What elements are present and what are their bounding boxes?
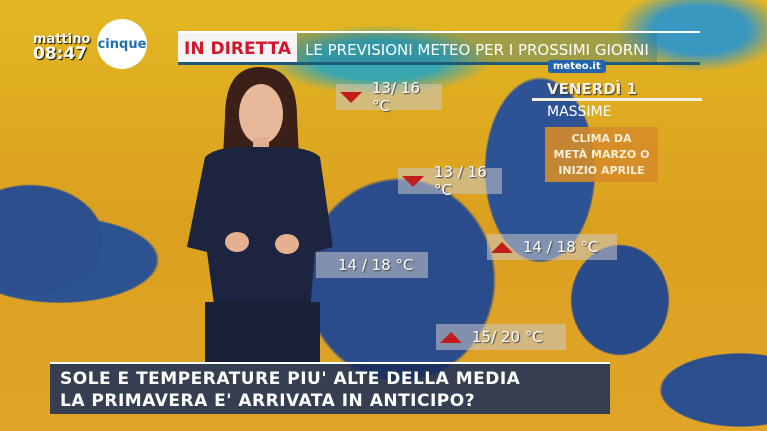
ticker-line: LA PRIMAVERA E' ARRIVATA IN ANTICIPO? — [60, 391, 476, 411]
temp-label-sardinia: 14 / 18 °C — [316, 252, 428, 278]
temp-value: 13/ 16 °C — [372, 79, 420, 115]
temp-value: 14 / 18 °C — [523, 238, 599, 256]
trend-down-icon — [340, 91, 362, 103]
trend-down-icon — [402, 175, 424, 187]
temp-label-sicily: 15/ 20 °C — [436, 324, 566, 350]
temp-label-south: 14 / 18 °C — [487, 234, 617, 260]
news-banner: IN DIRETTA LE PREVISIONI METEO PER I PRO… — [178, 31, 700, 65]
note-line: METÀ MARZO O — [553, 148, 650, 161]
logo-text: mattino — [33, 32, 91, 47]
temp-value: 15/ 20 °C — [472, 328, 543, 346]
logo-circle: cinque — [97, 19, 147, 69]
meteo-logo: meteo.it — [548, 60, 606, 73]
presenter — [187, 67, 333, 362]
channel-logo: mattino cinque 08:47 — [33, 19, 147, 69]
forecast-day: VENERDÌ 1 — [547, 80, 637, 98]
temp-label-center: 13 / 16 °C — [398, 163, 502, 199]
temp-value: 14 / 18 °C — [338, 256, 414, 274]
clock: 08:47 — [33, 44, 88, 64]
note-line: CLIMA DA — [571, 132, 632, 145]
divider — [532, 98, 702, 101]
ticker-line: SOLE E TEMPERATURE PIU' ALTE DELLA MEDIA — [60, 369, 521, 389]
trend-up-icon — [440, 331, 462, 343]
temp-value: 13 / 16 °C — [434, 163, 487, 199]
live-label: IN DIRETTA — [178, 33, 298, 62]
trend-up-icon — [491, 241, 513, 253]
temp-label-north: 13/ 16 °C — [336, 79, 442, 115]
note-line: INIZIO APRILE — [558, 164, 645, 177]
news-ticker: SOLE E TEMPERATURE PIU' ALTE DELLA MEDIA… — [50, 362, 610, 414]
climate-note: CLIMA DA METÀ MARZO O INIZIO APRILE — [545, 127, 658, 182]
headline: LE PREVISIONI METEO PER I PROSSIMI GIORN… — [297, 33, 657, 62]
forecast-type: MASSIME — [547, 104, 612, 120]
